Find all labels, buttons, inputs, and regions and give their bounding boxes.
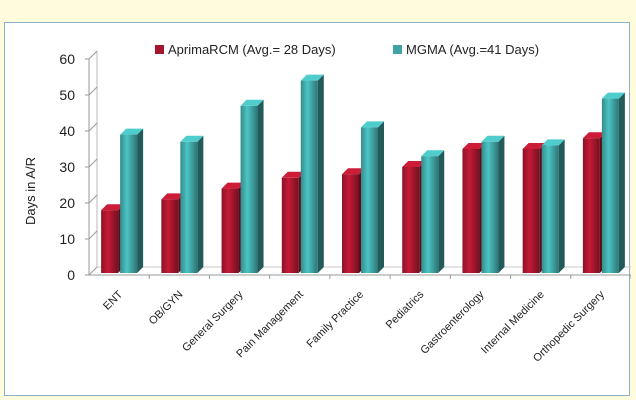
y-tick-mark [88,86,98,96]
bar-mgma [240,99,264,273]
y-tick-label: 30 [59,159,75,175]
bar-side [378,121,384,274]
bar-top [281,171,305,178]
bar-top [361,121,384,128]
y-tick-label: 20 [59,195,75,211]
chart-legend: AprimaRCM (Avg.= 28 Days) MGMA (Avg.=41 D… [155,42,539,57]
chart-bars [101,74,625,274]
bar-top [522,143,546,149]
bar-front [300,80,318,273]
y-tick-mark [88,230,98,240]
y-tick-label: 0 [67,267,75,283]
bar-side [197,135,204,273]
bar-front [402,167,420,273]
bar-top [101,204,125,211]
bar-side [618,92,625,273]
bar-side [558,139,565,273]
y-tick-mark [88,266,98,276]
y-tick-mark [88,194,98,204]
bar-top [180,135,204,142]
bar-front [101,210,119,273]
bar-mgma [541,139,565,273]
bar-front [582,138,600,273]
bar-front [120,134,138,273]
bar-front [342,174,359,273]
legend-swatch [393,45,402,54]
bar-mgma [481,135,505,273]
bar-top [462,143,486,149]
x-tick-label: ENT [101,288,125,312]
bar-top [342,168,365,175]
bar-top [582,132,606,139]
bar-front [180,141,198,273]
bar-top [120,128,144,135]
bar-front [361,127,378,274]
bar-front [221,188,239,273]
x-tick-label: Internal Medicine [479,289,547,357]
bar-front [481,141,499,273]
y-axis-label: Days in A/R [23,157,38,225]
bar-top [481,135,505,142]
bar-mgma [120,128,144,273]
bar-side [317,74,324,273]
x-tick-label: Family Practice [304,289,366,351]
bar-front [462,149,480,273]
x-tick-label: Pediatrics [384,288,427,331]
bar-side [438,150,445,273]
bar-top [601,92,625,99]
bar-front [421,156,439,273]
bar-side [137,128,144,273]
bar-mgma [421,150,445,273]
legend-swatch [155,45,164,54]
y-tick-label: 40 [59,123,75,139]
bar-front [161,199,179,273]
legend-label: AprimaRCM (Avg.= 28 Days) [168,42,336,57]
bar-top [300,74,324,81]
bar-side [257,99,264,273]
bar-top [402,161,426,167]
bar-mgma [180,135,204,273]
bar-front [522,149,540,273]
bar-front [601,98,619,273]
bar-top [161,193,185,200]
bar-side [498,135,505,273]
bar-front [281,177,299,273]
y-tick-mark [88,122,98,132]
bar-mgma [300,74,324,273]
x-tick-label: OB/GYN [147,289,186,328]
y-tick-label: 50 [59,87,75,103]
x-tick-label: Gastroenterology [418,288,487,357]
bar-front [541,145,559,273]
bar-mgma [601,92,625,273]
bar-mgma [361,121,384,274]
y-tick-label: 60 [59,51,75,67]
bar-top [240,99,264,106]
y-tick-label: 10 [59,231,75,247]
bar-top [541,139,565,146]
bar-top [421,150,445,157]
chart-frame: 0 10 20 30 40 50 60 ENT OB/GYN General Surgery Pa… [4,22,631,396]
x-tick-label: General Surgery [180,288,246,354]
bar-top [221,182,245,189]
y-tick-mark [88,50,98,60]
x-tick-label: Pain Management [234,289,306,361]
y-tick-mark [88,158,98,168]
legend-label: MGMA (Avg.=41 Days) [406,42,539,57]
bar-front [240,105,258,273]
